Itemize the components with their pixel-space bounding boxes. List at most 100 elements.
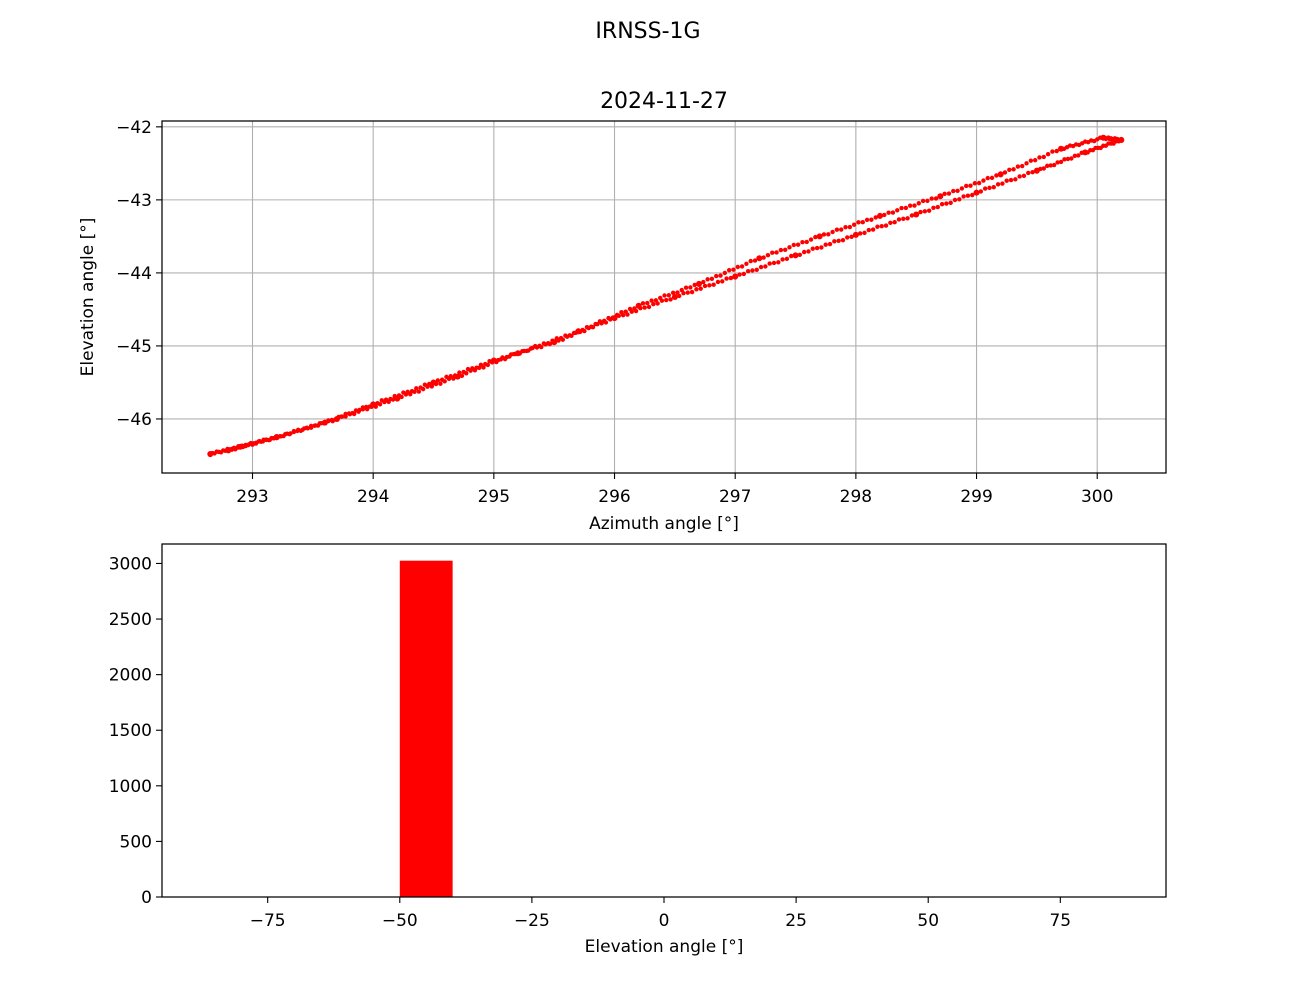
scatter-point (808, 237, 814, 242)
scatter-point (964, 183, 969, 189)
scatter-point (724, 276, 729, 281)
scatter-point (912, 203, 917, 208)
histogram-y-ticks: 0 500 1000 1500 2000 2500 3000 (109, 554, 162, 908)
scatter-point (765, 252, 771, 258)
scatter-point (933, 196, 939, 201)
scatter-point (1069, 156, 1074, 161)
scatter-point (718, 273, 723, 278)
scatter-point (810, 246, 815, 251)
scatter-point (784, 256, 790, 262)
histogram-y-tick-label: 1000 (109, 777, 152, 797)
scatter-plot: 2024-11-27 293 294 295 296 297 298 299 300 −42−… (78, 89, 1167, 534)
scatter-point (676, 293, 682, 299)
scatter-point (1021, 173, 1027, 178)
scatter-point (343, 414, 348, 419)
scatter-x-tick-label: 293 (236, 487, 268, 507)
scatter-point (901, 216, 906, 222)
scatter-point (976, 180, 982, 186)
scatter-point (1048, 163, 1053, 168)
scatter-point (862, 230, 867, 236)
scatter-point (832, 239, 837, 244)
scatter-point (875, 224, 880, 229)
scatter-point (352, 411, 357, 417)
scatter-point (774, 250, 779, 255)
scatter-point (589, 324, 594, 329)
scatter-point (425, 384, 430, 389)
scatter-point (1033, 167, 1040, 174)
scatter-point (567, 333, 572, 338)
scatter-point (744, 261, 749, 266)
scatter-point (888, 220, 893, 225)
scatter-point (1008, 177, 1014, 183)
scatter-x-tick-label: 295 (478, 487, 510, 507)
scatter-point (225, 447, 232, 454)
scatter-point (412, 389, 417, 395)
scatter-point (1100, 134, 1107, 141)
scatter-point (715, 279, 721, 285)
scatter-point (922, 209, 928, 214)
scatter-point (300, 427, 305, 433)
scatter-point (787, 245, 792, 250)
scatter-point (498, 357, 503, 362)
scatter-point (948, 200, 953, 206)
scatter-point (696, 280, 702, 287)
scatter-point (895, 208, 900, 213)
scatter-point (965, 193, 971, 198)
scatter-point (857, 231, 863, 236)
scatter-point (264, 437, 269, 442)
scatter-x-tick-label: 299 (960, 487, 992, 507)
histogram-x-tick-label: 0 (659, 911, 670, 931)
scatter-point (942, 191, 947, 196)
scatter-point (752, 258, 758, 263)
scatter-point (287, 431, 292, 437)
scatter-point (1004, 178, 1009, 183)
scatter-point (1065, 156, 1071, 162)
scatter-frame (161, 120, 1167, 474)
scatter-point (882, 212, 887, 218)
histogram-x-tick-label: 25 (785, 911, 807, 931)
scatter-point (459, 373, 465, 379)
scatter-point (970, 192, 975, 198)
scatter-point (563, 333, 568, 338)
scatter-point (866, 227, 871, 233)
scatter-x-tick-label: 297 (719, 487, 751, 507)
scatter-x-tick-label: 294 (357, 487, 389, 507)
scatter-point (645, 300, 650, 306)
scatter-point (640, 301, 646, 306)
scatter-point (545, 340, 551, 346)
scatter-point (806, 249, 811, 254)
scatter-point (767, 261, 772, 266)
scatter-point (959, 186, 965, 191)
scatter-point (408, 392, 413, 397)
scatter-point (709, 276, 715, 282)
scatter-point (347, 411, 353, 417)
scatter-point (688, 285, 693, 290)
scatter-point (606, 315, 611, 321)
scatter-point (944, 201, 949, 206)
scatter-point (1013, 177, 1018, 182)
scatter-point (646, 304, 652, 310)
scatter-point (978, 189, 984, 194)
scatter-point (668, 297, 673, 302)
scatter-point (845, 235, 850, 240)
scatter-point (394, 395, 401, 402)
histogram-x-axis-label: Elevation angle [°] (585, 937, 744, 957)
scatter-point (1045, 163, 1050, 169)
scatter-point (485, 362, 491, 368)
scatter-point (836, 238, 841, 243)
scatter-point (511, 351, 516, 357)
scatter-point (364, 406, 370, 412)
scatter-point (905, 216, 910, 221)
scatter-point (720, 279, 725, 284)
scatter-point (830, 229, 835, 235)
scatter-point (580, 327, 585, 333)
scatter-y-tick-label: −45 (116, 337, 152, 357)
scatter-point (870, 227, 876, 232)
scatter-point (997, 171, 1004, 178)
scatter-point (873, 215, 878, 220)
scatter-point (502, 356, 508, 362)
scatter-point (464, 371, 469, 376)
scatter-title: 2024-11-27 (600, 89, 728, 114)
scatter-point (758, 264, 764, 270)
